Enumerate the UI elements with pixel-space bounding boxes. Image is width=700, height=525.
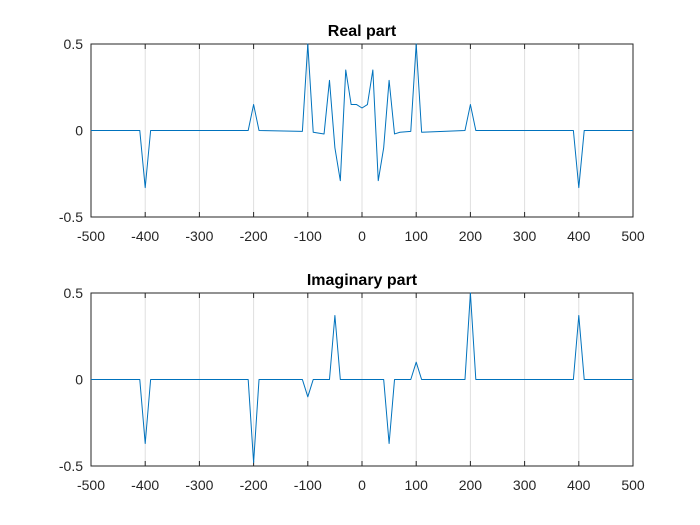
x-tick-label: -500: [77, 228, 105, 244]
x-tick-label: -400: [131, 228, 159, 244]
x-tick-label: 300: [513, 228, 537, 244]
y-tick-label: 0: [75, 123, 83, 139]
x-tick-label: -100: [294, 477, 322, 493]
x-tick-label: 0: [358, 228, 366, 244]
x-tick-label: 500: [621, 477, 645, 493]
series-line-1: [91, 43, 633, 189]
x-tick-label: 500: [621, 228, 645, 244]
x-tick-label: -300: [185, 228, 213, 244]
y-tick-label: -0.5: [59, 209, 83, 225]
x-tick-label: 400: [567, 228, 591, 244]
y-tick-label: 0: [75, 372, 83, 388]
x-tick-label: -500: [77, 477, 105, 493]
y-tick-label: 0.5: [64, 285, 84, 301]
x-tick-label: 400: [567, 477, 591, 493]
y-tick-label: -0.5: [59, 458, 83, 474]
x-tick-label: -200: [240, 477, 268, 493]
series-line-1: [91, 292, 633, 464]
x-tick-label: 300: [513, 477, 537, 493]
chart-title: Imaginary part: [307, 272, 418, 289]
x-tick-label: -300: [185, 477, 213, 493]
x-tick-label: 0: [358, 477, 366, 493]
x-tick-label: 200: [459, 477, 483, 493]
y-tick-label: 0.5: [64, 36, 84, 52]
chart-title: Real part: [328, 23, 397, 40]
x-tick-label: 100: [405, 477, 429, 493]
subplot-2: -500 -400 -300 -200 -100 0 100 200 300 400 500 -0.5…: [59, 272, 645, 493]
x-tick-label: -100: [294, 228, 322, 244]
x-tick-label: -400: [131, 477, 159, 493]
subplot-1: -500 -400 -300 -200 -100 0 100 200 300 400 500 -0.5…: [59, 23, 645, 244]
x-tick-label: 200: [459, 228, 483, 244]
x-tick-label: -200: [240, 228, 268, 244]
x-tick-label: 100: [405, 228, 429, 244]
